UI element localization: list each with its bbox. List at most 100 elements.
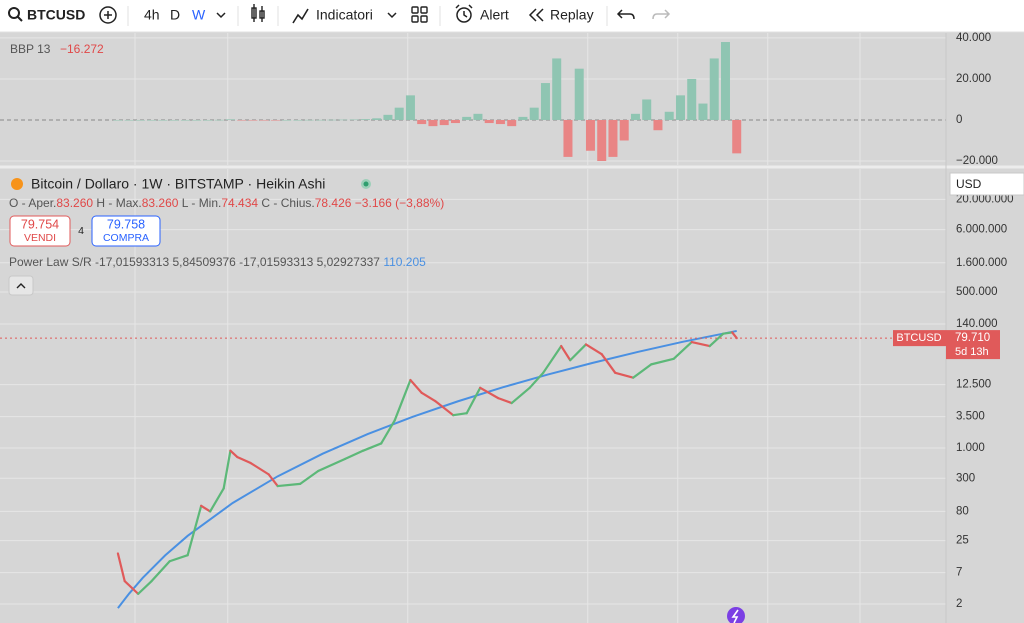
price-segment — [267, 473, 279, 488]
price-segment — [380, 419, 396, 445]
histogram-bar — [450, 119, 460, 124]
y-tick-label: 1.600.000 — [956, 257, 1007, 269]
lightning-button[interactable] — [727, 607, 745, 623]
price-segment — [614, 371, 635, 379]
histogram-bar — [225, 119, 235, 120]
chevron[interactable] — [387, 12, 397, 19]
histogram-bar — [169, 119, 179, 121]
indicator-value: 110.205 — [383, 255, 426, 269]
price-segment — [236, 455, 252, 465]
histogram-bar — [574, 68, 584, 120]
price-segment — [222, 449, 232, 490]
ohlc-label: L - Min. — [182, 196, 222, 210]
histogram-bar — [619, 119, 629, 141]
currency-box[interactable] — [949, 172, 1024, 196]
histogram-bar — [732, 119, 742, 154]
ohlc-value: 78.426 — [315, 196, 352, 210]
histogram-bar — [675, 95, 685, 120]
price-segment — [560, 344, 572, 362]
histogram-bar — [180, 119, 190, 121]
y-tick-label: 1.000 — [956, 442, 985, 454]
histogram-bar — [552, 58, 562, 120]
price-segment — [672, 340, 693, 360]
indicators-button[interactable]: Indicatori — [316, 7, 373, 23]
countdown: 5d 13h — [955, 346, 989, 358]
price-segment — [186, 504, 203, 557]
histogram-bar — [304, 119, 314, 121]
price-segment — [510, 386, 531, 405]
histogram-bar — [293, 119, 303, 121]
price-tag-label: 79.710 — [955, 332, 990, 344]
histogram-bar — [203, 119, 213, 121]
replay-button[interactable]: Replay — [550, 7, 594, 23]
interval-active[interactable]: W — [192, 7, 206, 23]
y-tick-label: 3.500 — [956, 411, 985, 423]
redo[interactable] — [652, 9, 671, 20]
interval[interactable]: D — [170, 7, 180, 23]
histogram-bar — [417, 119, 427, 125]
price-segment — [317, 457, 347, 473]
histogram-bar — [192, 119, 202, 121]
replay-icon[interactable] — [528, 8, 544, 22]
toolbar — [0, 0, 1024, 32]
histogram-bar — [687, 78, 697, 120]
buy-price[interactable]: 79.758 — [107, 217, 145, 231]
price-tag — [946, 330, 1000, 360]
y-tick-label: 500.000 — [956, 286, 998, 298]
price-segment — [362, 442, 383, 452]
change: −3.166 (−3,88%) — [355, 196, 444, 210]
layouts-icon[interactable] — [411, 6, 428, 23]
histogram-bar — [473, 113, 483, 120]
price-segment — [209, 487, 225, 513]
histogram-bar — [135, 119, 145, 121]
indicator-title: BBP 13 — [10, 42, 51, 56]
symbol-tag — [893, 330, 946, 347]
interval[interactable]: 4h — [144, 7, 160, 23]
price-segment — [393, 378, 412, 422]
histogram-bar — [540, 83, 550, 120]
buy-button[interactable]: 79.758 COMPRA — [91, 215, 161, 247]
histogram-bar — [383, 114, 393, 120]
histogram-bar — [147, 119, 157, 121]
main-pane — [0, 169, 946, 623]
ohlc-value: 83.260 — [142, 196, 179, 210]
histogram-bar — [338, 119, 348, 121]
histogram-bar — [439, 119, 449, 126]
ohlc-value: 74.434 — [221, 196, 258, 210]
chevron[interactable] — [216, 12, 226, 19]
buy-label[interactable]: COMPRA — [103, 232, 149, 244]
price-segment — [632, 363, 653, 379]
histogram-bar — [349, 119, 359, 121]
price-segment — [434, 399, 455, 417]
sell-label[interactable]: VENDI — [24, 232, 56, 244]
price-segment — [465, 386, 482, 415]
y-tick-label: 20.000.000 — [956, 193, 1014, 205]
alert-icon[interactable] — [455, 4, 473, 23]
symbol[interactable]: BTCUSD — [27, 7, 85, 23]
histogram-bar — [270, 119, 280, 121]
sell-button[interactable]: 79.754 VENDI — [9, 215, 71, 247]
price-segment — [150, 560, 171, 583]
search-icon[interactable] — [8, 7, 23, 22]
price-segment — [569, 343, 588, 362]
histogram-bar — [630, 113, 640, 120]
indicators-icon[interactable] — [292, 8, 309, 24]
price-segment — [123, 579, 140, 595]
chart-type-icon[interactable] — [251, 4, 265, 22]
sell-price[interactable]: 79.754 — [21, 217, 59, 231]
symbol-logo — [11, 178, 23, 190]
alert-button[interactable]: Alert — [480, 7, 509, 23]
add-symbol[interactable] — [99, 6, 117, 24]
histogram-bar — [158, 119, 168, 121]
indicator-name: Power Law S/R — [9, 255, 92, 269]
y-tick-label: 40.000 — [956, 32, 991, 44]
undo[interactable] — [616, 9, 635, 20]
collapse-button[interactable] — [8, 275, 34, 296]
histogram-bar — [563, 119, 573, 157]
price-axis: 40.000 20.000 0 −20.000 20.000.000 6.000.000 1… — [956, 32, 1014, 610]
indicator-pane — [0, 33, 946, 165]
y-tick-label: −20.000 — [956, 155, 998, 167]
histogram-bar — [372, 118, 382, 120]
currency[interactable]: USD — [956, 177, 982, 191]
